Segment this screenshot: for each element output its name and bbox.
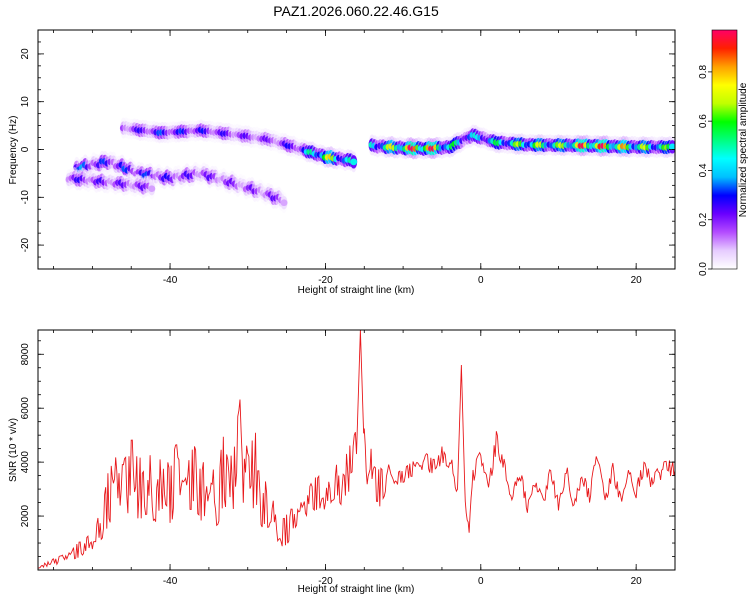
- colorbar-tick-label: 0.0: [698, 262, 709, 276]
- colorbar: 0.0 0.2 0.4 0.6 0.8 Normalized spectral ampl…: [698, 29, 749, 276]
- colorbar-frame: [711, 29, 738, 270]
- y-tick-label: 4000: [20, 451, 31, 474]
- snr-y-label: SNR (10 * v/v): [8, 418, 19, 482]
- x-tick-label: 0: [478, 275, 484, 286]
- x-tick-label: 20: [631, 275, 643, 286]
- x-tick-label: -40: [163, 275, 178, 286]
- y-tick-label: 20: [20, 48, 31, 60]
- y-tick-label: -20: [20, 237, 31, 252]
- y-tick-label: 2000: [20, 505, 31, 528]
- colorbar-label: Normalized spectral amplitude: [738, 82, 749, 217]
- colorbar-gradient: [712, 30, 737, 269]
- x-tick-label: 0: [478, 576, 484, 587]
- spectrogram-cell: [148, 185, 156, 193]
- spectrogram-x-ticks: -40 -20 0 20: [53, 30, 676, 286]
- snr-frame: [37, 329, 676, 571]
- colorbar-tick-label: 0.4: [698, 163, 709, 177]
- colorbar-tick-label: 0.2: [698, 212, 709, 226]
- colorbar-tick-label: 0.8: [698, 64, 709, 78]
- x-tick-label: 20: [631, 576, 643, 587]
- spectrogram-cell: [668, 143, 675, 151]
- figure-title: PAZ1.2026.060.22.46.G15: [273, 3, 439, 19]
- colorbar-ticks: 0.0 0.2 0.4 0.6 0.8: [698, 64, 712, 276]
- spectrogram-panel: -40 -20 0 20 -20 -10 0 10 20 Height of straight…: [8, 29, 676, 296]
- colorbar-tick-label: 0.6: [698, 114, 709, 128]
- spectrogram-y-label: Frequency (Hz): [8, 116, 19, 185]
- snr-panel: -40 -20 0 20 2000 4000 6000 8000 Height of str…: [8, 329, 676, 595]
- snr-y-ticks: 2000 4000 6000 8000: [20, 340, 675, 557]
- spectrogram-cell: [350, 158, 358, 166]
- spectrogram-cell: [280, 199, 288, 207]
- x-tick-label: -20: [318, 275, 333, 286]
- snr-x-label: Height of straight line (km): [298, 584, 415, 595]
- y-tick-label: 8000: [20, 343, 31, 366]
- snr-series-line: [38, 330, 675, 569]
- y-tick-label: 10: [20, 96, 31, 108]
- y-tick-label: 0: [20, 146, 31, 152]
- x-tick-label: -20: [318, 576, 333, 587]
- y-tick-label: 6000: [20, 397, 31, 420]
- spectrogram-cells: [65, 117, 675, 214]
- snr-x-ticks: -40 -20 0 20: [53, 330, 676, 587]
- x-tick-label: -40: [163, 576, 178, 587]
- spectrogram-x-label: Height of straight line (km): [298, 285, 415, 296]
- spectrogram-y-ticks: -20 -10 0 10 20: [20, 29, 675, 270]
- y-tick-label: -10: [20, 190, 31, 205]
